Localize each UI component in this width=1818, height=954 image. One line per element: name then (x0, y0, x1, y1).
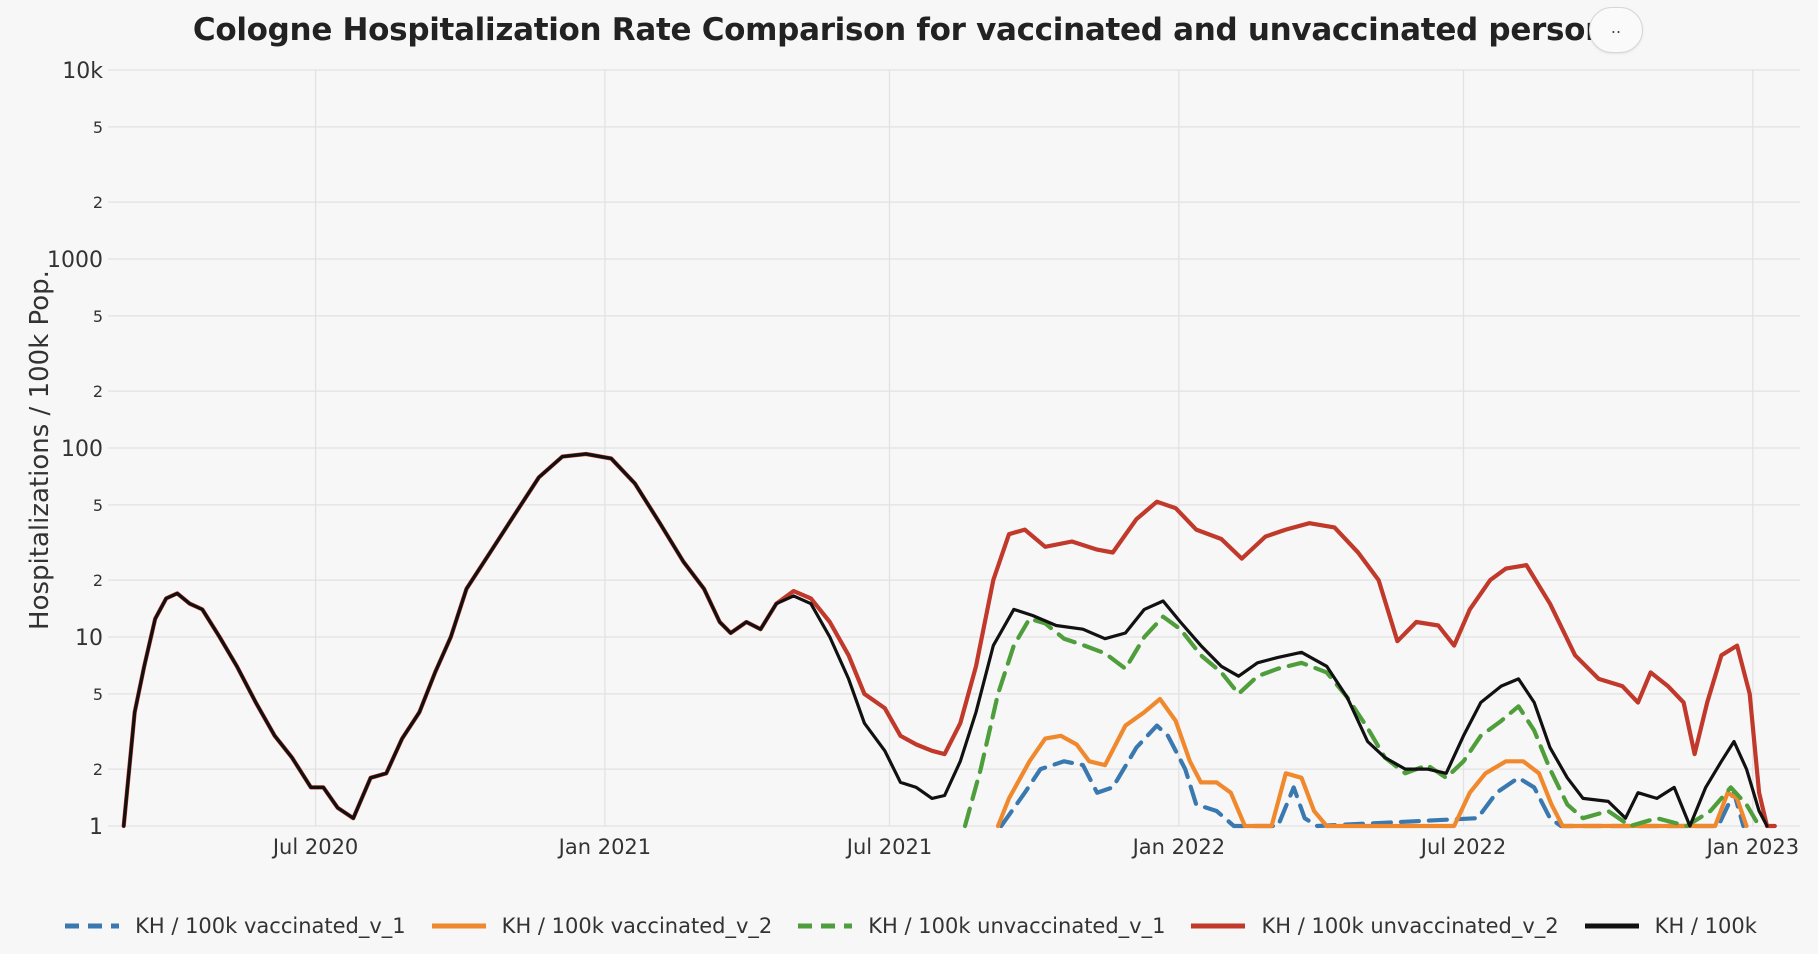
legend-item[interactable]: KH / 100k unvaccinated_v_1 (794, 914, 1165, 938)
y-tick-label: 100 (61, 437, 103, 462)
legend-label: KH / 100k unvaccinated_v_1 (868, 914, 1166, 938)
axis-ticks: 1 2 5 10 2 5 100 2 5 1000 2 5 10k Jul 2020 Jan 2021 Jul… (47, 59, 1799, 859)
series-line-kh-100k-unvaccinated-v-1 (962, 614, 1762, 829)
x-tick-label: Jan 2021 (557, 835, 652, 859)
y-tick-label: 5 (93, 118, 103, 137)
x-tick-label: Jan 2023 (1705, 835, 1800, 859)
series-line-kh-100k (122, 452, 1769, 828)
grid-lines (108, 69, 1800, 827)
legend-label: KH / 100k vaccinated_v_2 (501, 914, 773, 938)
x-tick-label: Jul 2021 (845, 835, 932, 859)
y-tick-label: 1 (89, 815, 103, 840)
y-tick-label: 10 (75, 626, 103, 651)
legend-swatch (65, 923, 120, 929)
series-line-kh-100k-unvaccinated-v-2 (121, 451, 1777, 829)
y-tick-label: 2 (93, 760, 103, 779)
y-tick-label: 5 (93, 685, 103, 704)
legend-swatch (798, 923, 853, 929)
y-tick-label: 2 (93, 571, 103, 590)
menu-button[interactable]: .. (1589, 7, 1643, 53)
legend-label: KH / 100k (1654, 914, 1757, 938)
legend-label: KH / 100k vaccinated_v_1 (135, 914, 406, 938)
y-tick-label: 2 (93, 193, 103, 212)
series-line-kh-100k-vaccinated-v-1 (999, 723, 1746, 829)
legend-item[interactable]: KH / 100k (1581, 914, 1757, 938)
legend-swatch (431, 923, 486, 929)
legend-item[interactable]: KH / 100k unvaccinated_v_2 (1187, 914, 1559, 938)
y-tick-label: 5 (93, 496, 103, 515)
x-tick-label: Jul 2022 (1419, 835, 1506, 859)
y-tick-label: 1000 (47, 248, 103, 273)
y-tick-label: 5 (93, 307, 103, 326)
legend-item[interactable]: KH / 100k vaccinated_v_1 (61, 914, 406, 938)
series-lines (121, 451, 1777, 829)
legend-item[interactable]: KH / 100k vaccinated_v_2 (428, 914, 773, 938)
y-tick-label: 10k (62, 59, 103, 84)
chart-title: Cologne Hospitalization Rate Comparison … (192, 12, 1626, 48)
legend-label: KH / 100k unvaccinated_v_2 (1261, 914, 1559, 938)
legend: KH / 100k vaccinated_v_1 KH / 100k vaccin… (0, 914, 1818, 938)
legend-swatch (1191, 923, 1246, 929)
legend-swatch (1584, 923, 1639, 929)
x-tick-label: Jan 2022 (1131, 835, 1226, 859)
y-tick-label: 2 (93, 382, 103, 401)
x-tick-label: Jul 2020 (271, 835, 358, 859)
series-line-kh-100k-vaccinated-v-2 (995, 696, 1749, 829)
